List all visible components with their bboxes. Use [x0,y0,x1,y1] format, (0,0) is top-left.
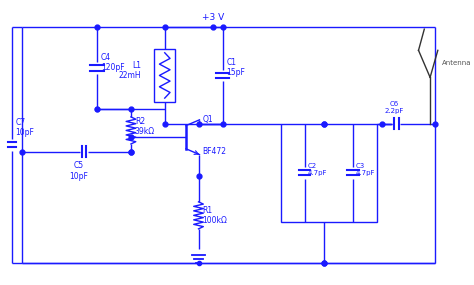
Text: L1
22mH: L1 22mH [119,61,142,80]
Text: C7
10pF: C7 10pF [15,118,34,137]
Text: BF472: BF472 [202,147,227,156]
Text: C5
10pF: C5 10pF [69,161,88,181]
Text: Q1: Q1 [202,115,213,124]
Text: C6
2.2pF: C6 2.2pF [385,101,404,114]
Text: C4
120pF: C4 120pF [101,53,125,72]
Text: R1
100kΩ: R1 100kΩ [202,206,227,225]
Bar [154,49,175,102]
Text: Antenna: Antenna [442,60,471,66]
Bar [281,124,377,222]
Text: +3 V: +3 V [202,13,224,22]
Text: C3
4.7pF: C3 4.7pF [356,162,375,176]
Text: C2
4.7pF: C2 4.7pF [308,162,327,176]
Text: C1
15pF: C1 15pF [227,58,246,78]
Text: R2
39kΩ: R2 39kΩ [135,117,155,136]
